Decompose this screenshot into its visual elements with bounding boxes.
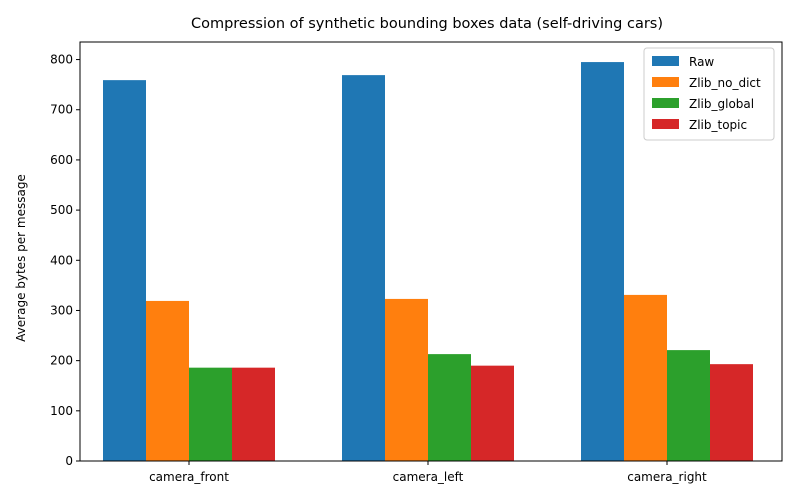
bars-layer [103, 62, 753, 461]
plot-frame [79, 41, 783, 462]
y-tick-label: 400 [50, 253, 73, 267]
bar-zlib_topic-camera_left [471, 365, 514, 461]
x-tick-label: camera_front [149, 470, 229, 484]
legend: Raw Zlib_no_dict Zlib_global Zlib_topic [643, 47, 775, 141]
legend-box [643, 47, 775, 141]
legend-label-zlib_global: Zlib_global [689, 97, 754, 111]
y-tick-label: 500 [50, 203, 73, 217]
bar-zlib_topic-camera_front [232, 367, 275, 461]
bar-zlib_global-camera_right [667, 350, 710, 461]
bar-raw-camera_left [342, 75, 385, 461]
y-tick-label: 600 [50, 153, 73, 167]
bar-zlib_topic-camera_right [710, 364, 753, 461]
y-tick-label: 300 [50, 303, 73, 317]
y-axis-label: Average bytes per message [14, 174, 28, 342]
y-tick-label: 100 [50, 404, 73, 418]
legend-swatch-zlib_topic [652, 119, 679, 129]
y-tick-label: 0 [65, 454, 73, 468]
bar-raw-camera_front [103, 80, 146, 461]
legend-swatch-raw [652, 56, 679, 66]
x-tick-label: camera_left [393, 470, 464, 484]
bar-zlib_global-camera_front [189, 367, 232, 461]
legend-label-raw: Raw [689, 55, 714, 69]
y-tick-label: 800 [50, 53, 73, 67]
legend-swatch-zlib_no_dict [652, 77, 679, 87]
chart-title: Compression of synthetic bounding boxes … [191, 16, 663, 32]
bar-zlib_global-camera_left [428, 354, 471, 461]
bar-zlib_no_dict-camera_front [146, 300, 189, 461]
x-tick-label: camera_right [627, 470, 707, 484]
bar-zlib_no_dict-camera_right [624, 294, 667, 461]
axes-layer: camera_front camera_left camera_right 0 100 2… [50, 41, 783, 484]
legend-swatch-zlib_global [652, 98, 679, 108]
y-tick-label: 200 [50, 354, 73, 368]
legend-label-zlib_no_dict: Zlib_no_dict [689, 76, 761, 90]
y-tick-label: 700 [50, 103, 73, 117]
bar-zlib_no_dict-camera_left [385, 298, 428, 461]
legend-label-zlib_topic: Zlib_topic [689, 118, 747, 132]
bar-raw-camera_right [581, 62, 624, 461]
